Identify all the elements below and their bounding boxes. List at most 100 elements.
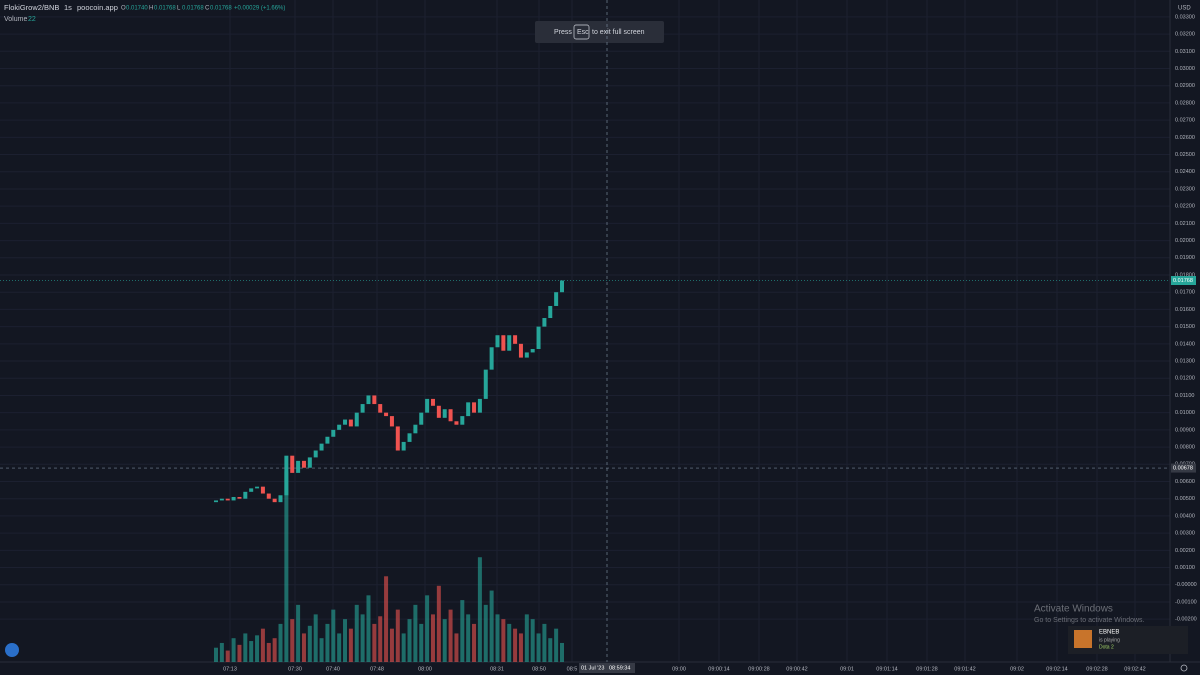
x-tick-label: 08:00 <box>418 666 432 672</box>
volume-bar <box>372 623 377 662</box>
ohlc-value: 0.01768 <box>210 6 232 12</box>
volume-bar <box>507 623 512 662</box>
candle <box>436 405 441 418</box>
y-tick-label: 0.01500 <box>1175 324 1195 330</box>
candle <box>442 409 447 418</box>
volume-bar <box>489 590 494 662</box>
candle <box>360 404 365 413</box>
y-tick-label: 0.00600 <box>1175 479 1195 485</box>
volume-bar <box>454 633 459 662</box>
candle <box>536 326 541 349</box>
volume-bar <box>343 619 348 662</box>
y-tick-label: 0.02200 <box>1175 204 1195 210</box>
x-tick-label: 09:02:42 <box>1124 666 1145 672</box>
volume-bar <box>554 628 559 662</box>
x-tick-label: 09:02:28 <box>1086 666 1107 672</box>
volume-bar <box>214 647 218 662</box>
y-tick-label: 0.01300 <box>1175 358 1195 364</box>
volume-bar <box>243 633 248 662</box>
x-tick-label: 08:5 <box>567 666 578 672</box>
candle <box>354 412 359 427</box>
candle <box>319 443 324 451</box>
ohlc-value: 0.01740 <box>126 6 148 12</box>
volume-bar <box>448 609 453 662</box>
last-price-label: 0.01768 <box>1173 278 1193 284</box>
currency[interactable]: USD <box>1178 6 1191 12</box>
y-tick-label: 0.02800 <box>1175 100 1195 106</box>
volume-bar <box>237 644 242 662</box>
ohlc-key: L <box>177 6 181 12</box>
candle <box>472 402 477 413</box>
volume-bar <box>460 600 465 662</box>
candle <box>454 421 459 425</box>
candle <box>272 498 277 503</box>
symbol: FlokiGrow2/BNB <box>4 3 59 12</box>
volume-bar <box>354 604 359 662</box>
candle <box>524 352 529 358</box>
key-box <box>573 24 590 40</box>
y-tick-label: 0.03000 <box>1175 66 1195 72</box>
notif-status: is playing <box>1099 637 1120 643</box>
candle <box>477 398 482 413</box>
volume-bar <box>219 642 224 662</box>
candle <box>290 455 295 473</box>
ohlc-value: 0.01768 <box>182 6 204 12</box>
watermark-subtitle: Go to Settings to activate Windows. <box>1034 617 1145 624</box>
x-tick-label: 08:50 <box>532 666 546 672</box>
volume-bar <box>513 628 518 662</box>
y-tick-label: 0.03200 <box>1175 32 1195 38</box>
volume-bar <box>436 585 441 662</box>
x-tick-label: 08:31 <box>490 666 504 672</box>
ohlc-value: 0.01768 <box>154 6 176 12</box>
volume-bar <box>378 616 383 662</box>
volume-value: 22 <box>28 16 36 23</box>
settings-button[interactable] <box>1180 664 1188 672</box>
y-tick-label: 0.02300 <box>1175 186 1195 192</box>
candle <box>255 486 260 489</box>
volume-bar <box>301 633 306 662</box>
volume-bar <box>231 638 236 662</box>
candle <box>313 450 318 458</box>
volume-label: Volume <box>4 16 27 23</box>
candle <box>495 335 500 348</box>
y-tick-label: 0.00300 <box>1175 531 1195 537</box>
y-tick-label: 0.01600 <box>1175 307 1195 313</box>
volume-bar <box>413 604 418 662</box>
candle <box>325 436 330 444</box>
y-tick-label: 0.02700 <box>1175 118 1195 124</box>
candle <box>460 416 465 425</box>
candle <box>389 416 394 427</box>
candle <box>343 419 348 425</box>
volume-bar <box>319 638 324 662</box>
y-tick-label: 0.00900 <box>1175 427 1195 433</box>
candle <box>231 496 236 501</box>
candle <box>348 419 353 427</box>
volume-bar <box>419 623 424 662</box>
candle <box>448 409 453 422</box>
notif-game: Dota 2 <box>1099 644 1114 650</box>
volume-bar <box>313 614 318 662</box>
candle <box>507 335 512 351</box>
volume-bar <box>542 623 547 662</box>
volume-bar <box>430 614 435 662</box>
crosshair-time: 08:59:34 <box>609 665 630 671</box>
x-tick-label: 09:00 <box>672 666 686 672</box>
volume-bar <box>366 595 371 662</box>
y-tick-label: 0.02400 <box>1175 169 1195 175</box>
y-tick-label: -0.00200 <box>1175 617 1197 623</box>
y-tick-label: 0.02600 <box>1175 135 1195 141</box>
y-tick-label: 0.01700 <box>1175 290 1195 296</box>
candle <box>542 318 547 327</box>
x-tick-label: 09:00:14 <box>708 666 729 672</box>
logo-button[interactable] <box>5 643 19 657</box>
y-tick-label: 0.00200 <box>1175 548 1195 554</box>
y-tick-label: 0.00100 <box>1175 565 1195 571</box>
volume-bar <box>325 623 330 662</box>
y-tick-label: 0.02000 <box>1175 238 1195 244</box>
candle <box>366 395 371 405</box>
candle <box>237 496 242 499</box>
volume-bar <box>337 633 342 662</box>
ohlc-value: +0.00029 (+1.66%) <box>234 6 285 12</box>
